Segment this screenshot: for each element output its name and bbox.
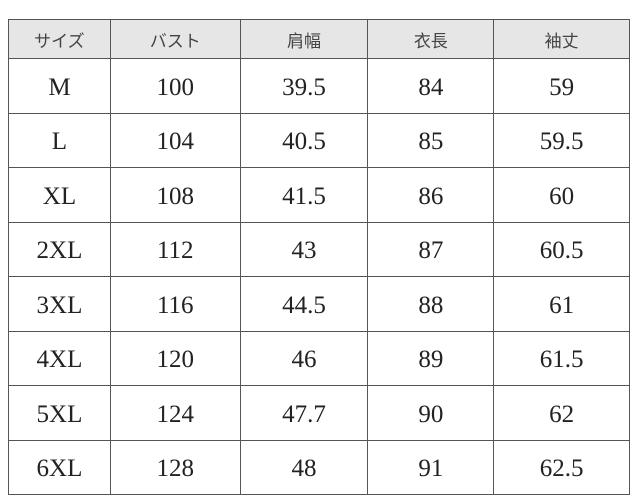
cell-bust: 124 <box>109 385 241 441</box>
cell-sleeve-length: 61 <box>493 276 630 332</box>
cell-sleeve-length: 62.5 <box>493 439 630 495</box>
cell-bust: 100 <box>109 58 241 114</box>
cell-size: 3XL <box>8 276 111 332</box>
header-sleeve-length: 袖丈 <box>493 19 630 59</box>
cell-size: XL <box>8 167 111 223</box>
cell-length: 90 <box>367 385 495 441</box>
table-row: XL 108 41.5 86 60 <box>8 167 630 223</box>
table-row: 5XL 124 47.7 90 62 <box>8 385 630 441</box>
cell-length: 89 <box>367 330 495 386</box>
cell-length: 84 <box>367 58 495 114</box>
header-size: サイズ <box>8 19 111 59</box>
cell-sleeve-length: 60 <box>493 167 630 223</box>
header-shoulder-width: 肩幅 <box>239 19 369 59</box>
cell-size: L <box>8 112 111 168</box>
header-length: 衣長 <box>367 19 495 59</box>
cell-bust: 108 <box>109 167 241 223</box>
cell-bust: 120 <box>109 330 241 386</box>
cell-size: 6XL <box>8 439 111 495</box>
cell-bust: 112 <box>109 221 241 277</box>
cell-length: 87 <box>367 221 495 277</box>
table-row: M 100 39.5 84 59 <box>8 58 630 114</box>
table-row: 3XL 116 44.5 88 61 <box>8 276 630 332</box>
cell-size: M <box>8 58 111 114</box>
cell-sleeve-length: 62 <box>493 385 630 441</box>
table-row: 2XL 112 43 87 60.5 <box>8 221 630 277</box>
cell-length: 91 <box>367 439 495 495</box>
cell-length: 85 <box>367 112 495 168</box>
header-bust: バスト <box>109 19 241 59</box>
table-row: 6XL 128 48 91 62.5 <box>8 439 630 495</box>
cell-sleeve-length: 60.5 <box>493 221 630 277</box>
cell-shoulder-width: 43 <box>239 221 369 277</box>
cell-sleeve-length: 59 <box>493 58 630 114</box>
cell-size: 4XL <box>8 330 111 386</box>
cell-shoulder-width: 40.5 <box>239 112 369 168</box>
cell-size: 5XL <box>8 385 111 441</box>
cell-bust: 104 <box>109 112 241 168</box>
cell-length: 88 <box>367 276 495 332</box>
cell-shoulder-width: 41.5 <box>239 167 369 223</box>
cell-bust: 128 <box>109 439 241 495</box>
cell-shoulder-width: 47.7 <box>239 385 369 441</box>
header-row: サイズ バスト 肩幅 衣長 袖丈 <box>8 19 630 59</box>
cell-shoulder-width: 44.5 <box>239 276 369 332</box>
cell-sleeve-length: 59.5 <box>493 112 630 168</box>
table-row: 4XL 120 46 89 61.5 <box>8 330 630 386</box>
size-chart-table: サイズ バスト 肩幅 衣長 袖丈 M 100 39.5 84 59 L 104 40.5 85 59.5 X… <box>8 19 630 495</box>
cell-shoulder-width: 39.5 <box>239 58 369 114</box>
cell-size: 2XL <box>8 221 111 277</box>
cell-shoulder-width: 48 <box>239 439 369 495</box>
cell-shoulder-width: 46 <box>239 330 369 386</box>
cell-length: 86 <box>367 167 495 223</box>
table-row: L 104 40.5 85 59.5 <box>8 112 630 168</box>
cell-bust: 116 <box>109 276 241 332</box>
cell-sleeve-length: 61.5 <box>493 330 630 386</box>
